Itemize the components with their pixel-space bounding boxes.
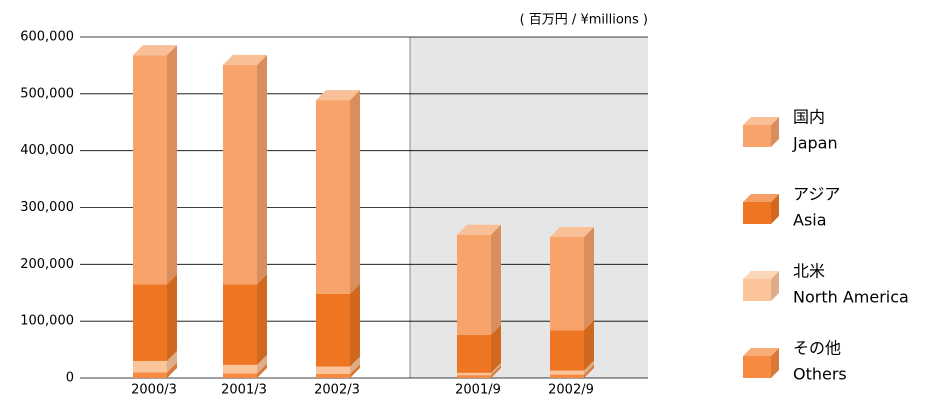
bar-segment-side [350,364,360,378]
bar-segment [457,375,491,378]
legend-label: 国内 [793,108,825,127]
bar-segment-side [167,45,177,285]
bar-segment [316,366,350,375]
x-tick-label: 2001/9 [455,383,501,398]
y-tick-label: 100,000 [20,314,74,329]
x-tick-label: 2002/9 [548,383,594,398]
legend-label: その他 [793,339,841,358]
x-tick-label: 2002/3 [314,383,360,398]
bar-segment [223,373,257,378]
bar-top [316,90,360,101]
bar-segment [223,284,257,365]
bar-top [457,224,501,235]
y-tick-label: 400,000 [20,143,74,158]
bar-segment [133,284,167,361]
legend-swatch-top [743,194,779,202]
bar-segment-side [584,364,594,378]
bar-segment-side [491,365,501,378]
bar-segment-side [491,362,501,376]
bar-segment-side [584,227,594,331]
legend-label-en: Japan [792,134,838,153]
bar-segment-side [257,354,267,374]
bar-segment [316,374,350,378]
bar-segment-side [167,274,177,361]
bar-segment-side [257,363,267,378]
legend-swatch-top [743,271,779,279]
bar-segment [550,374,584,378]
bar-segment [550,237,584,331]
legend-label: アジア [793,185,840,204]
bar-segment-side [350,356,360,375]
legend-swatch [743,279,771,301]
x-tick-label: 2000/3 [131,383,177,398]
bar-top [550,227,594,238]
legend-swatch-side [771,271,779,301]
bar-segment [457,372,491,376]
bar-segment [550,370,584,375]
y-tick-label: 300,000 [20,200,74,215]
bar-segment-side [584,360,594,375]
legend-label-en: Asia [793,211,827,230]
legend-swatch-top [743,117,779,125]
bar-segment [133,360,167,373]
bar-segment-side [350,283,360,367]
legend-label-en: Others [793,365,847,384]
bar-segment [316,100,350,294]
y-tick-label: 600,000 [20,30,74,45]
bar-segment [550,330,584,371]
bar-segment-side [257,54,267,285]
legend-swatch-top [743,348,779,356]
bar-segment-side [350,90,360,294]
bar-top [133,45,177,56]
bar-segment-side [491,324,501,373]
y-tick-label: 200,000 [20,257,74,272]
bar-segment-side [167,362,177,378]
legend-swatch [743,202,771,224]
bar-top [223,54,267,65]
y-tick-label: 0 [66,371,74,386]
legend-label-en: North America [793,288,909,307]
legend-swatch [743,356,771,378]
bar-segment-side [584,320,594,371]
x-tick-label: 2001/3 [221,383,267,398]
legend-label: 北米 [793,262,825,281]
bar-segment-side [491,224,501,335]
bar-segment [223,364,257,374]
legend-swatch-side [771,117,779,147]
bar-segment-side [257,274,267,365]
bar-segment [316,293,350,367]
bar-segment [457,234,491,335]
bar-segment-side [167,350,177,373]
legend-swatch-side [771,194,779,224]
legend-swatch-side [771,348,779,378]
bar-segment [223,64,257,285]
y-tick-label: 500,000 [20,86,74,101]
bar-segment [457,334,491,373]
legend-swatch [743,125,771,147]
bar-segment [133,55,167,285]
unit-label: ( 百万円 / ¥millions ) [520,13,648,28]
bar-segment [133,372,167,378]
